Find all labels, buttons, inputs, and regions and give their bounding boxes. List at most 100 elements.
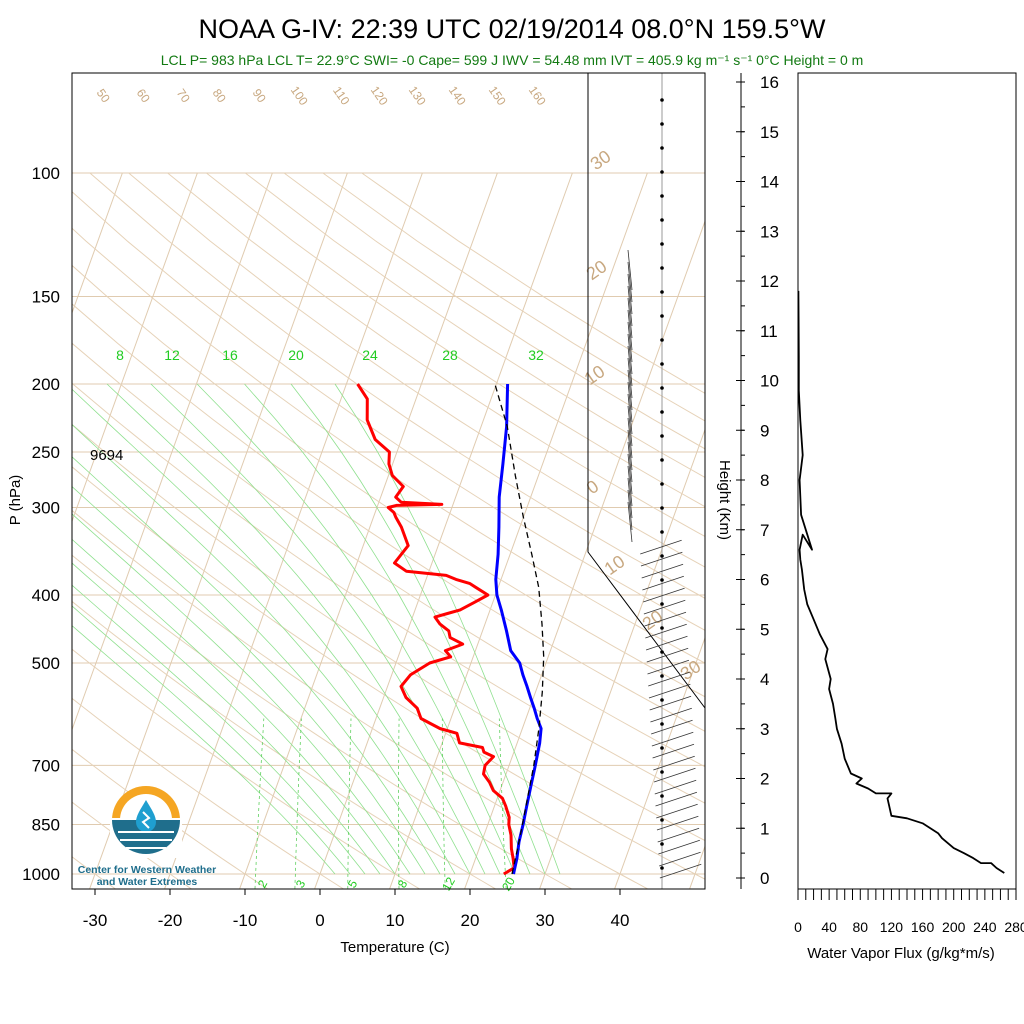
wind-level-dot [660, 290, 664, 294]
wind-barb [627, 369, 633, 411]
wind-level-dot [660, 482, 664, 486]
wind-level-dot [660, 122, 664, 126]
flux-tick-label: 0 [794, 919, 802, 935]
flux-series-line [798, 290, 1005, 874]
isotherm [72, 172, 273, 732]
wind-level-dot [660, 218, 664, 222]
wind-barb [642, 575, 684, 591]
mixing-ratio-line [498, 718, 507, 889]
mixing-ratio-label: 8 [395, 877, 411, 890]
moist-adiabat [244, 383, 531, 875]
wind-level-dot [660, 626, 664, 630]
temperature-tick-label: -20 [158, 911, 183, 930]
wind-barb [648, 671, 690, 687]
moist-adiabat [72, 485, 426, 875]
cw3e-logo [110, 786, 182, 858]
wind-level-dot [660, 98, 664, 102]
flux-tick-label: 280 [1004, 919, 1024, 935]
height-tick-label: 14 [760, 173, 779, 192]
mixing-ratio-line [398, 718, 400, 889]
height-tick-label: 2 [760, 770, 769, 789]
pressure-tick-label: 1000 [22, 865, 60, 884]
wind-barb [643, 587, 685, 603]
height-tick-label: 5 [760, 620, 769, 639]
dry-adiabat-label: 100 [288, 83, 311, 108]
wind-barb [627, 381, 633, 423]
wind-level-dot [660, 722, 664, 726]
height-tick-label: 8 [760, 471, 769, 490]
flux-frame [797, 72, 1017, 890]
height-tick-label: 0 [760, 869, 769, 888]
wind-barb [627, 429, 633, 471]
dry-adiabat [89, 172, 705, 599]
temperature-axis: -30 -20 -10 0 10 20 30 40 [83, 889, 629, 930]
wind-barb [627, 477, 633, 519]
wind-barb [627, 321, 633, 363]
wind-level-dot [660, 506, 664, 510]
wind-level-dot [660, 866, 664, 870]
isotherm [765, 173, 1023, 889]
moist-adiabat [72, 423, 456, 875]
height-tick-label: 12 [760, 272, 779, 291]
flux-tick-label: 120 [880, 919, 904, 935]
dry-adiabat [72, 697, 344, 889]
moist-adiabat [72, 562, 381, 875]
wind-barb [640, 539, 682, 555]
moist-adiabat-label: 24 [362, 347, 378, 363]
moist-adiabat-label: 16 [222, 347, 238, 363]
temperature-tick-label: -30 [83, 911, 108, 930]
wind-level-dot [660, 314, 664, 318]
wind-barb [627, 285, 633, 327]
wind-level-dot [660, 530, 664, 534]
height-tick-label: 3 [760, 720, 769, 739]
isotherm [0, 173, 47, 889]
mixing-ratio-label: 20 [499, 874, 518, 893]
y-axis-label: P (hPa) [7, 475, 24, 526]
height-tick-label: 4 [760, 670, 769, 689]
logo-caption: Center for Western Weather and Water Extr… [77, 864, 217, 888]
dry-adiabat [72, 466, 705, 880]
moist-adiabat [106, 383, 486, 875]
dry-adiabat [167, 172, 705, 538]
temperature-tick-label: 0 [315, 911, 324, 930]
temperature-tick-label: 10 [386, 911, 405, 930]
mixing-ratio-label: 2 [255, 877, 271, 890]
dry-adiabat [72, 423, 705, 842]
dry-adiabat [244, 172, 705, 479]
dry-adiabat [72, 509, 648, 889]
chart-title: NOAA G-IV: 22:39 UTC 02/19/2014 08.0°N 1… [199, 14, 826, 44]
moist-adiabat-label: 28 [442, 347, 458, 363]
moist-adiabat-label: 8 [116, 347, 124, 363]
dry-adiabat [283, 172, 705, 450]
pressure-tick-label: 100 [32, 164, 60, 183]
pressure-axis: 100 150 200 250 300 400 500 700 850 1000 [22, 164, 60, 884]
dry-adiabat-label: 160 [526, 83, 549, 108]
wind-barb [652, 743, 695, 759]
flux-tick-label: 240 [973, 919, 997, 935]
wind-barb [645, 623, 687, 639]
wind-barb [654, 779, 697, 795]
wind-barb [647, 659, 690, 675]
wind-barb [627, 345, 633, 387]
moist-adiabat [334, 383, 561, 875]
moist-adiabat [72, 513, 411, 875]
pressure-tick-label: 400 [32, 586, 60, 605]
wind-level-dot [660, 842, 664, 846]
wind-profile [587, 73, 706, 889]
wind-barb [656, 803, 698, 819]
mixing-ratio-label: 5 [345, 877, 361, 890]
skewt-frame [71, 72, 706, 890]
flux-series [798, 290, 1005, 874]
moist-adiabat [72, 456, 441, 875]
wind-barb [627, 453, 633, 495]
wind-barb [627, 405, 633, 447]
moist-adiabat-label: 32 [528, 347, 544, 363]
wind-barb [659, 863, 702, 879]
chart-subtitle: LCL P= 983 hPa LCL T= 22.9°C SWI= -0 Cap… [161, 52, 864, 68]
wind-barb [627, 441, 633, 483]
dry-adiabat-label: 90 [250, 86, 269, 105]
dry-adiabat-label: 150 [486, 83, 509, 108]
isotherm-label: 30 [587, 146, 615, 174]
pressure-tick-label: 500 [32, 654, 60, 673]
